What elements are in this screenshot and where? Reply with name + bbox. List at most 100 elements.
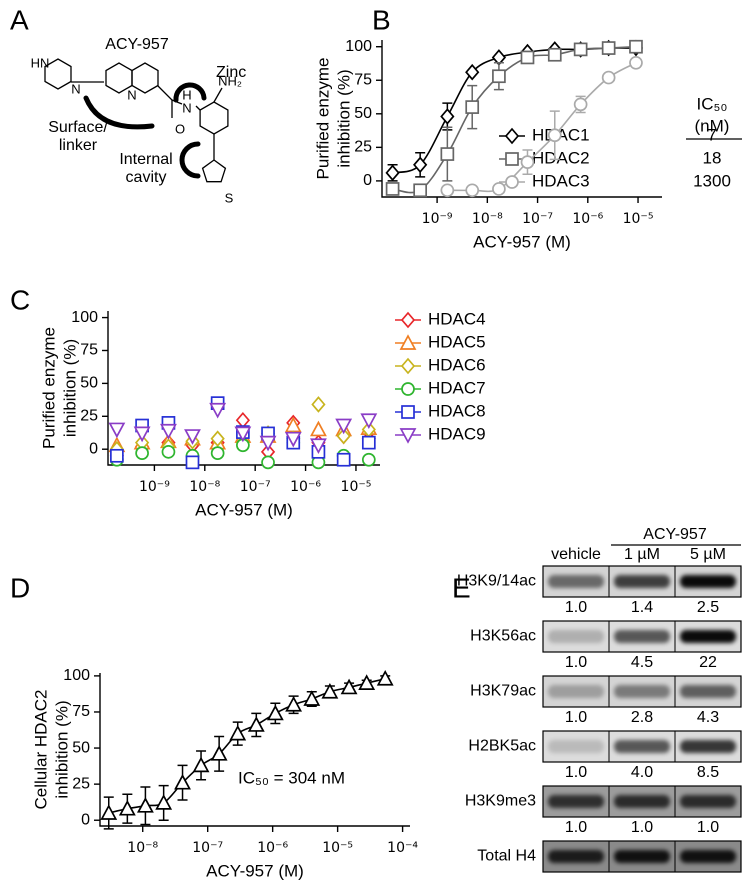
marker bbox=[361, 452, 376, 467]
band bbox=[548, 740, 604, 753]
quantification: 2.5 bbox=[697, 599, 719, 616]
x-tick-label: 10⁻⁵ bbox=[623, 211, 654, 227]
quantification: 1.0 bbox=[565, 654, 587, 671]
marker bbox=[505, 152, 519, 166]
marker bbox=[413, 183, 428, 198]
ring bbox=[105, 62, 133, 94]
marker bbox=[321, 682, 339, 699]
marker bbox=[336, 427, 351, 445]
marker bbox=[229, 724, 247, 741]
x-tick-label: 10⁻⁸ bbox=[472, 211, 503, 227]
quantification: 1.0 bbox=[565, 819, 587, 836]
quantification: 8.5 bbox=[697, 764, 719, 781]
y-tick-label: 25 bbox=[80, 408, 98, 425]
legend-header: (nM) bbox=[695, 116, 730, 135]
y-axis-label: Purified enzyme bbox=[39, 327, 58, 449]
marker bbox=[520, 155, 535, 169]
quantification: 1.0 bbox=[565, 599, 587, 616]
marker bbox=[259, 435, 277, 452]
y-tick-label: 50 bbox=[72, 739, 90, 756]
y-axis-label: inhibition (%) bbox=[334, 69, 353, 167]
y-tick-label: 0 bbox=[363, 172, 372, 189]
quantification: 4.5 bbox=[631, 654, 653, 671]
marker bbox=[135, 446, 149, 461]
marker bbox=[465, 100, 480, 114]
marker bbox=[573, 42, 588, 57]
site-arc bbox=[173, 82, 207, 103]
marker bbox=[174, 773, 191, 790]
marker bbox=[358, 674, 376, 690]
marker bbox=[310, 420, 327, 437]
band bbox=[548, 575, 604, 588]
site-label: linker bbox=[59, 137, 98, 154]
ic50-value: 1300 bbox=[693, 171, 731, 190]
quantification: 4.0 bbox=[631, 764, 653, 781]
marker bbox=[336, 452, 351, 467]
marker bbox=[133, 426, 151, 443]
quantification: 1.0 bbox=[631, 819, 653, 836]
atom: NH₂ bbox=[218, 73, 242, 88]
x-tick-label: 10⁻⁷ bbox=[522, 211, 553, 227]
ring bbox=[201, 159, 227, 183]
x-tick-label: 10⁻⁶ bbox=[572, 211, 603, 227]
site-label: Surface/ bbox=[48, 119, 108, 136]
x-axis-label: ACY-957 (M) bbox=[473, 232, 571, 251]
band bbox=[614, 795, 670, 808]
legend-label: HDAC8 bbox=[428, 401, 486, 420]
site-arc bbox=[179, 141, 201, 179]
marker bbox=[118, 799, 136, 816]
ic50-value: 7 bbox=[707, 125, 716, 144]
y-tick-label: 0 bbox=[89, 440, 98, 457]
y-tick-label: 25 bbox=[72, 775, 90, 792]
lane-label: 5 µM bbox=[690, 546, 726, 563]
row-label: H3K56ac bbox=[470, 628, 536, 645]
band bbox=[614, 575, 670, 588]
marker bbox=[235, 411, 250, 429]
legend-label: HDAC9 bbox=[428, 424, 486, 443]
marker bbox=[192, 756, 210, 773]
row-label: H3K9me3 bbox=[465, 793, 536, 810]
atom: O bbox=[175, 121, 185, 136]
marker bbox=[505, 175, 519, 189]
ring bbox=[44, 58, 72, 90]
bond bbox=[171, 99, 183, 105]
y-tick-label: 75 bbox=[354, 71, 372, 88]
x-tick-label: 10⁻⁴ bbox=[387, 840, 418, 856]
marker bbox=[110, 448, 124, 463]
quantification: 1.0 bbox=[565, 764, 587, 781]
axis-line bbox=[107, 311, 380, 466]
x-tick-label: 10⁻⁶ bbox=[290, 479, 321, 495]
marker bbox=[234, 426, 252, 443]
marker bbox=[285, 695, 303, 712]
marker bbox=[520, 50, 535, 65]
site-label: Internal bbox=[119, 151, 172, 168]
marker bbox=[492, 182, 506, 196]
x-tick-label: 10⁻⁵ bbox=[341, 479, 372, 495]
y-tick-label: 100 bbox=[345, 38, 372, 55]
marker bbox=[465, 183, 480, 198]
marker bbox=[492, 69, 506, 84]
y-tick-label: 25 bbox=[354, 139, 372, 156]
panel-label: E bbox=[452, 572, 471, 603]
marker bbox=[303, 690, 321, 706]
marker bbox=[311, 396, 326, 413]
band bbox=[680, 685, 736, 698]
marker bbox=[210, 745, 228, 761]
legend-label: HDAC5 bbox=[428, 332, 486, 351]
lane-label: 1 µM bbox=[624, 546, 660, 563]
marker bbox=[440, 147, 455, 161]
x-tick-label: 10⁻⁹ bbox=[139, 479, 170, 495]
band bbox=[548, 685, 604, 698]
x-axis-label: ACY-957 (M) bbox=[206, 861, 304, 880]
legend-label: HDAC7 bbox=[428, 378, 486, 397]
bond bbox=[195, 105, 201, 111]
marker bbox=[399, 334, 417, 350]
legend-header: IC₅₀ bbox=[697, 94, 728, 113]
y-tick-label: 100 bbox=[71, 309, 98, 326]
panel-label: B bbox=[372, 4, 391, 35]
legend-label: HDAC6 bbox=[428, 355, 486, 374]
x-tick-label: 10⁻⁶ bbox=[257, 840, 288, 856]
quantification: 1.0 bbox=[697, 819, 719, 836]
axis-line bbox=[99, 673, 410, 827]
